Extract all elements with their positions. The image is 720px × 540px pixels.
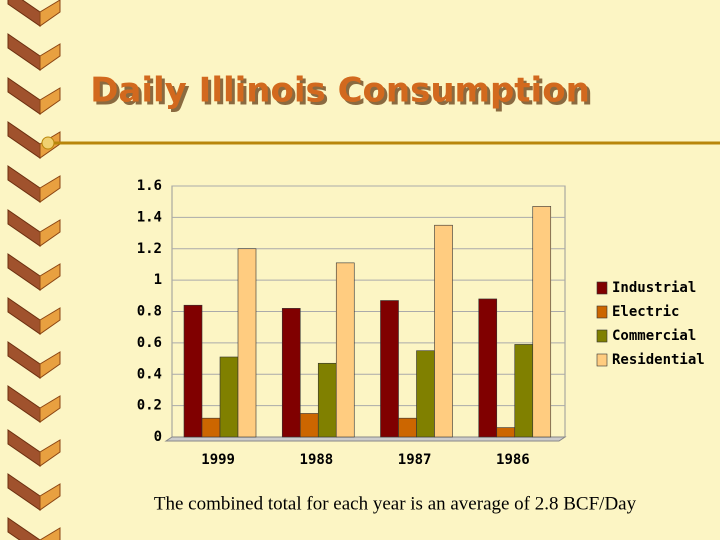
bar — [237, 248, 257, 438]
y-tick-label: 1.4 — [137, 209, 162, 225]
y-tick-label: 1.2 — [137, 241, 162, 257]
y-tick-label: 1 — [154, 272, 162, 288]
binding-strip — [39, 351, 61, 379]
legend-swatch — [596, 281, 608, 295]
legend-label: Industrial — [612, 280, 696, 296]
binding-strip — [7, 517, 41, 540]
bar — [532, 206, 552, 438]
bar — [201, 417, 221, 438]
binding-strip — [39, 439, 61, 467]
x-tick-label: 1999 — [201, 452, 235, 468]
binding-strip — [7, 121, 41, 159]
bar — [416, 350, 435, 438]
binding-strip — [39, 175, 61, 203]
binding-strip — [7, 473, 41, 511]
y-tick-label: 1.6 — [137, 178, 162, 194]
bar — [514, 344, 534, 438]
binding-decoration — [7, 0, 61, 540]
binding-strip — [39, 307, 61, 335]
binding-strip — [7, 209, 41, 247]
legend-swatch — [596, 329, 608, 343]
bar — [281, 308, 301, 438]
x-tick-label: 1987 — [398, 452, 432, 468]
bar — [434, 224, 453, 438]
bar — [496, 427, 516, 438]
bar — [299, 413, 319, 438]
y-tick-label: 0.2 — [137, 398, 162, 414]
legend-label: Commercial — [612, 328, 696, 344]
y-tick-label: 0.8 — [137, 304, 162, 320]
binding-strip — [7, 341, 41, 379]
bar — [317, 362, 337, 438]
binding-strip — [7, 165, 41, 203]
binding-strip — [7, 33, 41, 71]
bar — [219, 356, 239, 438]
binding-strip — [39, 219, 61, 247]
binding-strip — [39, 395, 61, 423]
x-tick-label: 1986 — [496, 452, 530, 468]
bar — [380, 300, 399, 438]
bar — [398, 417, 417, 438]
legend-swatch — [596, 305, 608, 319]
binding-strip — [7, 429, 41, 467]
binding-strip — [39, 87, 61, 115]
binding-strip — [39, 0, 61, 27]
title-shadow: Daily Illinois Consumption — [93, 74, 593, 114]
binding-strip — [39, 263, 61, 291]
legend-swatch — [596, 353, 608, 367]
rule-knob — [41, 136, 55, 150]
bar — [335, 262, 355, 438]
binding-strip — [7, 77, 41, 115]
binding-strip — [39, 527, 61, 540]
binding-strip — [39, 483, 61, 511]
bar — [183, 304, 203, 438]
binding-strip — [39, 43, 61, 71]
binding-strip — [7, 385, 41, 423]
legend-label: Residential — [612, 352, 705, 368]
floor — [164, 436, 567, 442]
binding-strip — [7, 253, 41, 291]
chart-title: Daily Illinois Consumption — [90, 71, 590, 111]
footnote: The combined total for each year is an a… — [154, 493, 637, 514]
binding-strip — [7, 297, 41, 335]
y-tick-label: 0.4 — [137, 366, 162, 382]
binding-strip — [7, 0, 41, 27]
legend-label: Electric — [612, 304, 679, 320]
y-tick-label: 0 — [154, 429, 162, 445]
bar — [478, 298, 498, 438]
y-tick-label: 0.6 — [137, 335, 162, 351]
x-tick-label: 1988 — [300, 452, 334, 468]
